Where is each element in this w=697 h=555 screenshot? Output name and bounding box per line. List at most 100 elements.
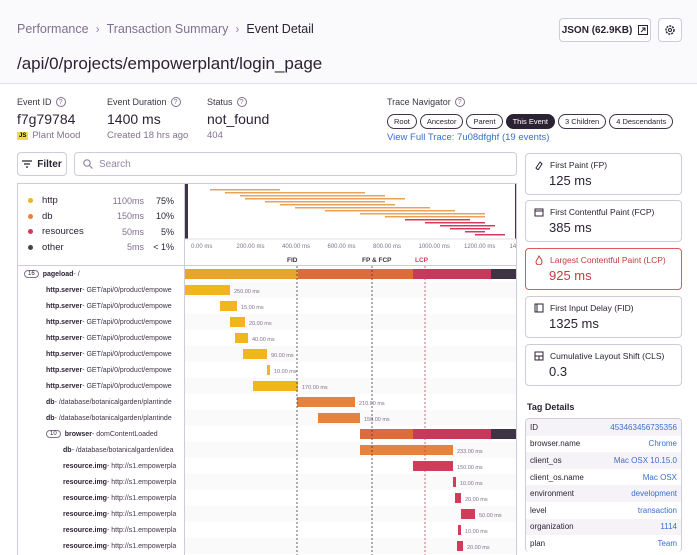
event-id-block: Event ID? f7g79784 JS Plant Mood [17,97,80,141]
breadcrumb-transaction-summary[interactable]: Transaction Summary [106,22,229,36]
minimap[interactable]: 0.00 ms 200.00 ms 400.00 ms 600.00 ms 800.00… [185,184,517,266]
web-vital-card[interactable]: First Input Delay (FID) 1325 ms [525,296,682,338]
trace-navigator-label: Trace Navigator [387,97,451,107]
span-row[interactable]: resource.img - http://s1.empowerpla [18,490,185,506]
op-row: resources 50ms 5% [28,224,174,240]
question-icon[interactable]: ? [454,97,465,107]
span-row[interactable]: resource.img - http://s1.empowerpla [18,506,185,522]
minimap-tick-label: 200.00 ms [237,244,265,250]
span-bar [461,509,475,519]
span-bar [185,269,298,279]
span-description: - domContentLoaded [91,430,158,438]
tag-value[interactable]: Mac OSX 10.15.0 [613,455,677,465]
minimap-span-bar [450,228,490,230]
span-row[interactable]: db - /database/botanicalgarden/idea [18,442,185,458]
web-vital-card[interactable]: Largest Contentful Paint (LCP) 925 ms [525,248,682,290]
breadcrumb-performance[interactable]: Performance [17,22,89,36]
minimap-span-bar [280,204,395,206]
filter-icon [22,160,33,168]
row-stripe [185,378,516,394]
trace-pill-children[interactable]: 3 Children [558,114,607,129]
span-op: resource.img [63,510,107,518]
trace-pill-descendants[interactable]: 4 Descendants [609,114,674,129]
vital-marker-label: FID [287,257,298,264]
trace-pill-root[interactable]: Root [387,114,417,129]
tag-details-title: Tag Details [527,402,575,412]
trace-pill-ancestor[interactable]: Ancestor [419,114,464,129]
trace-pill-this-event[interactable]: This Event [505,114,555,129]
filter-button[interactable]: Filter [17,152,67,176]
span-op: db [46,414,55,422]
op-color-dot [28,198,33,204]
span-row[interactable]: db - /database/botanicalgarden/plantinde [18,394,185,410]
tag-value[interactable]: 453463456735356 [610,422,677,432]
json-button[interactable]: JSON (62.9KB) [559,18,651,42]
project-name[interactable]: Plant Mood [32,130,81,141]
span-row[interactable]: http.server - GET/api/0/product/empowe [18,330,185,346]
web-vital-value: 385 ms [549,220,592,235]
row-stripe [185,538,516,554]
span-children-badge[interactable]: 16 [24,270,39,278]
question-icon[interactable]: ? [236,97,247,107]
span-duration-label: 20.00 ms [249,321,272,327]
span-row[interactable]: http.server - GET/api/0/product/empowe [18,378,185,394]
op-duration: 1100ms [112,195,144,206]
span-row[interactable]: resource.img - http://s1.empowerpla [18,522,185,538]
span-bar [235,333,248,343]
span-duration-label: 50.00 ms [479,513,502,519]
question-icon[interactable]: ? [55,97,66,107]
span-children-badge[interactable]: 10 [46,430,61,438]
page-header: Performance › Transaction Summary › Even… [0,0,697,84]
span-row[interactable]: 16 pageload - / [18,266,185,282]
tag-value[interactable]: Mac OSX [642,472,677,482]
span-bar [220,301,237,311]
search-input[interactable]: Search [74,152,517,176]
span-bar [360,429,413,439]
span-bar [455,493,461,503]
tag-value[interactable]: development [631,489,677,499]
tag-value[interactable]: Chrome [648,439,677,449]
span-row[interactable]: http.server - GET/api/0/product/empowe [18,346,185,362]
op-color-dot [28,244,33,250]
web-vital-card[interactable]: First Paint (FP) 125 ms [525,153,682,195]
span-row[interactable]: resource.img - http://s1.empowerpla [18,474,185,490]
minimap-tick-label: 600.00 ms [328,244,356,250]
event-id-value: f7g79784 [17,111,76,127]
span-row[interactable]: http.server - GET/api/0/product/empowe [18,314,185,330]
minimap-tick-label: 0.00 ms [191,244,212,250]
op-name: resources [42,226,84,238]
web-vital-card[interactable]: First Contentful Paint (FCP) 385 ms [525,200,682,242]
op-row: http 1100ms 75% [28,193,174,209]
view-full-trace-link[interactable]: View Full Trace: 7u08dfghf (19 events) [387,132,550,143]
minimap-span-bar [475,234,505,236]
fire-icon [535,255,543,265]
question-icon[interactable]: ? [170,97,181,107]
tag-value[interactable]: 1114 [660,522,677,532]
span-duration-label: 170.00 ms [302,385,328,391]
tag-key: plan [530,538,546,548]
span-row[interactable]: db - /database/botanicalgarden/plantinde [18,410,185,426]
minimap-tick-label: 1400.00 ms [510,244,518,250]
span-bar [360,445,453,455]
op-row: other 5ms < 1% [28,240,174,256]
span-row[interactable]: resource.img - http://s1.empowerpla [18,458,185,474]
span-description: - / [73,270,80,278]
span-bar [267,365,270,375]
span-bar [413,461,453,471]
span-duration-label: 20.00 ms [467,545,490,551]
json-button-label: JSON (62.9KB) [561,24,633,36]
tag-value[interactable]: transaction [637,505,677,515]
span-row[interactable]: http.server - GET/api/0/product/empowe [18,298,185,314]
span-row[interactable]: http.server - GET/api/0/product/empowe [18,362,185,378]
settings-button[interactable] [658,18,682,42]
web-vital-card[interactable]: Cumulative Layout Shift (CLS) 0.3 [525,344,682,386]
tag-value[interactable]: Team [657,538,677,548]
span-duration-label: 90.00 ms [271,353,294,359]
span-op: resource.img [63,478,107,486]
span-duration-label: 250.00 ms [234,289,260,295]
trace-pill-parent[interactable]: Parent [466,114,503,129]
span-row[interactable]: 10 browser - domContentLoaded [18,426,185,442]
paint-icon [535,161,543,170]
span-row[interactable]: resource.img - http://s1.empowerpla [18,538,185,554]
span-row[interactable]: http.server - GET/api/0/product/empowe [18,282,185,298]
